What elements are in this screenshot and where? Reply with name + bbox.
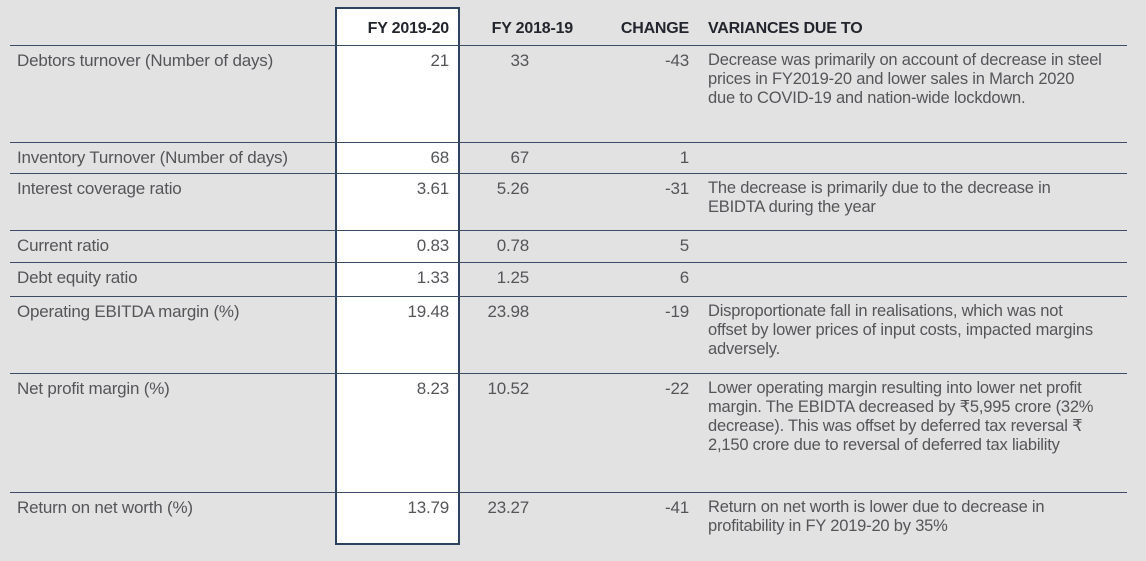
table-row: Inventory Turnover (Number of days) 68 67 1	[10, 142, 1127, 173]
fy-2018-19-value-cell: 0.78	[496, 235, 529, 255]
variance-text-cell: The decrease is primarily due to the dec…	[708, 178, 1051, 216]
change-value-cell: -41	[665, 497, 689, 517]
variance-text-cell	[696, 230, 1127, 262]
table-header: FY 2019-20 FY 2018-19 CHANGE VARIANCES D…	[10, 0, 1127, 45]
change-value-cell: -19	[665, 301, 689, 321]
table-row: Debt equity ratio 1.33 1.25 6	[10, 262, 1127, 296]
column-header-change: CHANGE	[620, 19, 689, 37]
column-header-metric	[10, 0, 335, 45]
variance-text-cell: Disproportionate fall in realisations, w…	[708, 301, 1093, 358]
fy-2018-19-value-cell: 23.98	[487, 301, 529, 321]
change-value-cell: -22	[665, 378, 689, 398]
table-row: Current ratio 0.83 0.78 5	[10, 230, 1127, 262]
fy-2018-19-value-cell: 67	[510, 147, 529, 167]
fy-2019-20-value-cell: 0.83	[416, 235, 449, 255]
fy-2019-20-value-cell: 19.48	[407, 301, 449, 321]
change-value-cell: 5	[679, 235, 689, 255]
fy-2019-20-value-cell: 21	[430, 50, 449, 70]
table-row: Interest coverage ratio 3.61 5.26 -31 The de…	[10, 173, 1127, 230]
column-header-variances-due-to: VARIANCES DUE TO	[708, 19, 863, 37]
metric-label-cell: Debtors turnover (Number of days)	[17, 50, 274, 70]
variance-text-cell	[696, 142, 1127, 173]
change-value-cell: -43	[665, 50, 689, 70]
fy-2018-19-value-cell: 33	[510, 50, 529, 70]
metric-label-cell: Debt equity ratio	[17, 267, 138, 287]
fy-2019-20-value-cell: 13.79	[407, 497, 449, 517]
fy-2019-20-highlight-box	[335, 7, 460, 545]
metric-label-cell: Interest coverage ratio	[17, 178, 182, 198]
table-row: Net profit margin (%) 8.23 10.52 -22 Lower o…	[10, 373, 1127, 492]
financial-ratios-table: FY 2019-20 FY 2018-19 CHANGE VARIANCES D…	[10, 0, 1127, 543]
variance-text-cell	[696, 262, 1127, 296]
metric-label-cell: Current ratio	[17, 235, 109, 255]
table-row: Operating EBITDA margin (%) 19.48 23.98 -19…	[10, 296, 1127, 373]
column-header-fy-2019-20: FY 2019-20	[367, 19, 450, 37]
metric-label-cell: Inventory Turnover (Number of days)	[17, 147, 288, 167]
table-row: Return on net worth (%) 13.79 23.27 -41 Retu…	[10, 492, 1127, 543]
column-header-fy-2018-19: FY 2018-19	[491, 19, 574, 37]
fy-2019-20-value-cell: 1.33	[416, 267, 449, 287]
fy-2018-19-value-cell: 10.52	[487, 378, 529, 398]
change-value-cell: 1	[679, 147, 689, 167]
table-row: Debtors turnover (Number of days) 21 33 -43…	[10, 45, 1127, 142]
variance-text-cell: Lower operating margin resulting into lo…	[708, 378, 1094, 454]
table-body: Debtors turnover (Number of days) 21 33 -43…	[10, 45, 1127, 543]
fy-2019-20-value-cell: 68	[430, 147, 449, 167]
metric-label-cell: Operating EBITDA margin (%)	[17, 301, 240, 321]
variance-text-cell: Decrease was primarily on account of dec…	[708, 50, 1102, 107]
fy-2018-19-value-cell: 23.27	[487, 497, 529, 517]
change-value-cell: -31	[665, 178, 689, 198]
fy-2019-20-value-cell: 8.23	[416, 378, 449, 398]
change-value-cell: 6	[679, 267, 689, 287]
fy-2018-19-value-cell: 1.25	[496, 267, 529, 287]
variance-text-cell: Return on net worth is lower due to decr…	[708, 497, 1045, 535]
metric-label-cell: Return on net worth (%)	[17, 497, 193, 517]
header-row: FY 2019-20 FY 2018-19 CHANGE VARIANCES D…	[10, 0, 1127, 45]
fy-2019-20-value-cell: 3.61	[416, 178, 449, 198]
fy-2018-19-value-cell: 5.26	[496, 178, 529, 198]
metric-label-cell: Net profit margin (%)	[17, 378, 170, 398]
